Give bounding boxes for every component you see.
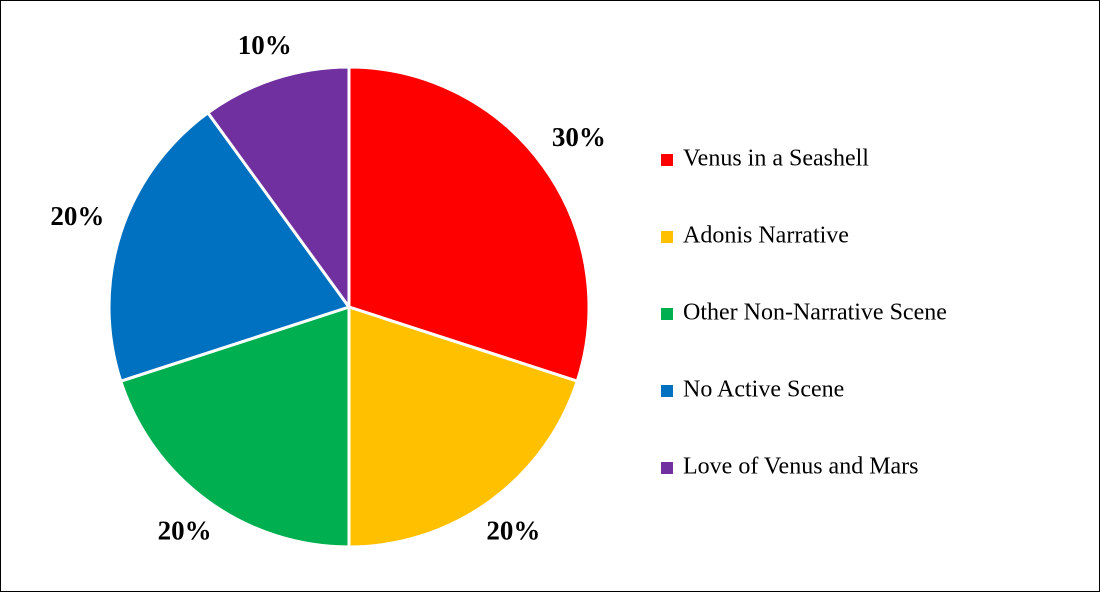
value-label: 20% [50,201,104,231]
legend-swatch [661,385,673,397]
pie-slice [347,65,591,384]
legend-swatch [661,462,673,474]
legend-label: Love of Venus and Mars [683,454,919,480]
legend-label: Other Non-Narrative Scene [683,300,947,326]
pie-slice [205,65,351,312]
pie-slice [107,110,352,384]
value-label: 20% [158,516,212,546]
value-label: 10% [238,30,292,60]
legend-swatch [661,154,673,166]
pie-slice [118,304,351,549]
legend-label: Adonis Narrative [683,223,849,249]
legend-label: Venus in a Seashell [683,146,869,172]
value-label: 30% [552,122,606,152]
legend-swatch [661,308,673,320]
legend-label: No Active Scene [683,377,844,403]
legend-swatch [661,231,673,243]
value-label: 20% [486,516,540,546]
pie-slice [347,304,580,549]
